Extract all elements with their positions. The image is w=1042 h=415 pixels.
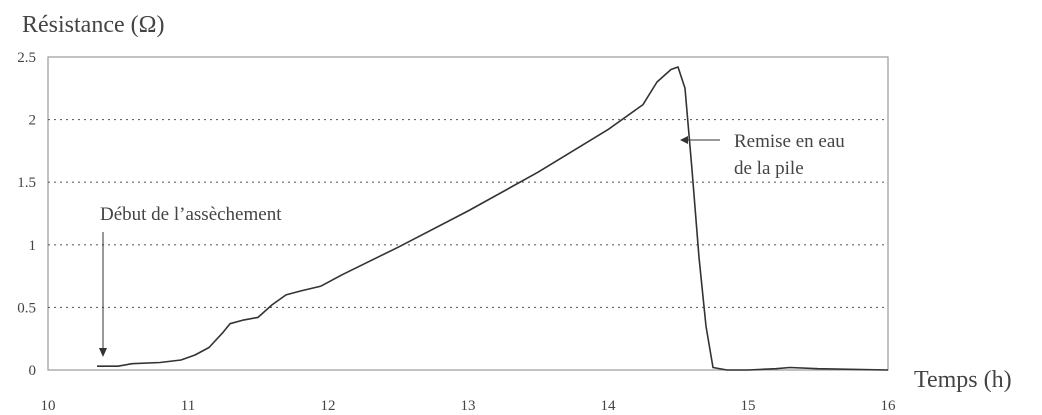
y-tick-label: 0 <box>29 363 37 379</box>
x-tick-label: 15 <box>741 398 756 414</box>
x-tick-label: 10 <box>41 398 56 414</box>
annotation-refill-line2: de la pile <box>734 158 804 179</box>
x-tick-label: 16 <box>881 398 897 414</box>
arrow-refill-head <box>680 136 688 144</box>
x-tick-label: 13 <box>461 398 476 414</box>
y-tick-label: 1 <box>29 238 37 254</box>
y-tick-label: 1.5 <box>17 175 36 191</box>
y-tick-label: 0.5 <box>17 300 36 316</box>
annotation-refill-line1: Remise en eau <box>734 131 845 152</box>
x-tick-label: 12 <box>321 398 336 414</box>
series-line <box>97 66 889 371</box>
x-tick-label: 14 <box>601 398 617 414</box>
plot-frame <box>47 56 889 371</box>
y-tick-labels: 0 0.5 1 1.5 2 2.5 <box>17 50 36 379</box>
y-tick-label: 2.5 <box>17 50 36 66</box>
arrow-drying-start-head <box>99 348 107 357</box>
x-tick-labels: 10 11 12 13 14 15 16 <box>41 398 897 414</box>
y-axis-label: Résistance (Ω) <box>22 12 164 38</box>
y-tick-label: 2 <box>29 113 37 129</box>
x-tick-label: 11 <box>181 398 195 414</box>
annotation-drying-start: Début de l’assèchement <box>100 204 282 225</box>
grid <box>48 119 888 308</box>
x-axis-label: Temps (h) <box>914 367 1012 393</box>
